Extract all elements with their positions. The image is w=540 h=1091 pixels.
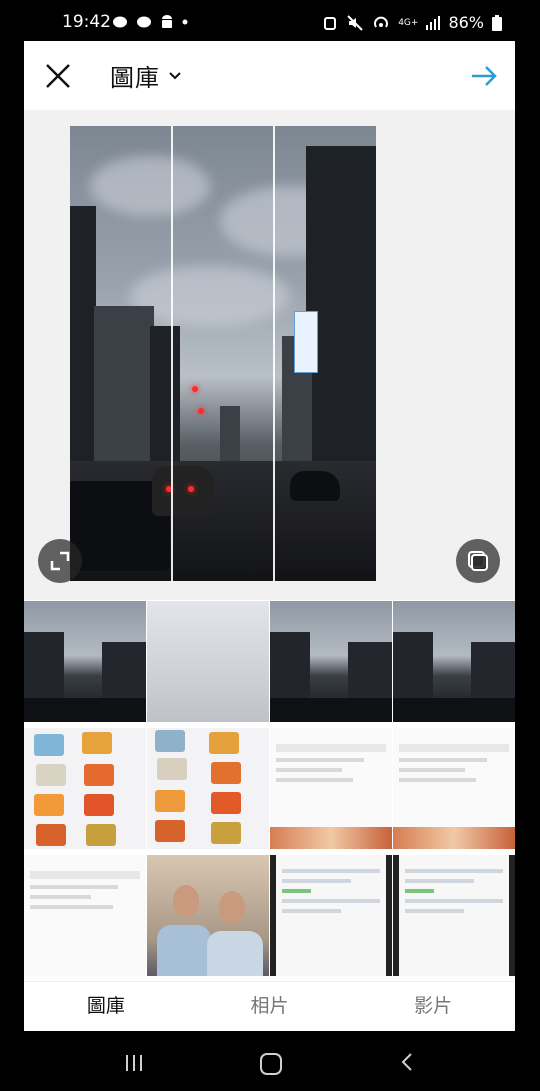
gallery-thumbnail[interactable]: [24, 728, 146, 849]
photo-preview: [24, 110, 515, 600]
gallery-grid: [24, 601, 515, 981]
system-icons: 4G+ 86%: [322, 13, 502, 32]
battery-icon: [492, 14, 502, 31]
chat-bubble-icon: [137, 16, 151, 28]
status-time: 19:42: [62, 12, 111, 32]
back-icon[interactable]: [400, 1052, 414, 1072]
alarm-icon: [324, 16, 337, 30]
network-type: 4G+: [398, 17, 419, 28]
toolbar: 圖庫: [24, 41, 515, 110]
tab-gallery[interactable]: 圖庫: [86, 995, 125, 1017]
signal-icon: [426, 15, 441, 30]
album-selector[interactable]: 圖庫: [110, 58, 182, 93]
expand-button[interactable]: [38, 539, 82, 583]
album-title: 圖庫: [110, 64, 160, 92]
hotspot-icon: [374, 16, 389, 28]
notification-icons: [112, 14, 188, 30]
recent-apps-icon[interactable]: [124, 1054, 144, 1072]
gallery-thumbnail[interactable]: [393, 728, 515, 849]
tab-video[interactable]: 影片: [414, 995, 453, 1017]
multi-select-button[interactable]: [456, 539, 500, 583]
chat-bubble-icon: [113, 16, 127, 28]
gallery-thumbnail[interactable]: [147, 728, 269, 849]
tab-photo[interactable]: 相片: [250, 995, 289, 1017]
gallery-thumbnail[interactable]: [24, 855, 146, 976]
dot-icon: [182, 19, 188, 25]
gallery-thumbnail[interactable]: [24, 601, 146, 722]
gallery-thumbnail[interactable]: [270, 601, 392, 722]
home-icon[interactable]: [260, 1053, 282, 1075]
system-navigation-bar: [0, 1033, 540, 1091]
gallery-thumbnail[interactable]: [147, 855, 269, 976]
gallery-thumbnail[interactable]: [270, 728, 392, 849]
arrow-right-icon[interactable]: [469, 61, 499, 91]
gallery-thumbnail[interactable]: [393, 601, 515, 722]
android-icon: [162, 15, 172, 28]
grid-overlay-line: [273, 126, 275, 581]
status-bar: 19:42 4G+ 86%: [0, 0, 540, 46]
gallery-thumbnail[interactable]: [393, 855, 515, 976]
gallery-thumbnail[interactable]: [270, 855, 392, 976]
close-icon[interactable]: [42, 60, 74, 92]
chevron-down-icon: [169, 71, 181, 79]
multi-select-icon: [468, 551, 488, 571]
expand-icon: [50, 551, 70, 571]
source-tabs: 圖庫 相片 影片: [24, 981, 515, 1031]
grid-overlay-line: [171, 126, 173, 581]
instagram-gallery-picker: 圖庫: [24, 41, 515, 1031]
battery-percent: 86%: [448, 13, 484, 32]
selected-photo[interactable]: [70, 126, 376, 581]
mute-icon: [347, 14, 363, 31]
gallery-thumbnail[interactable]: [147, 601, 269, 722]
